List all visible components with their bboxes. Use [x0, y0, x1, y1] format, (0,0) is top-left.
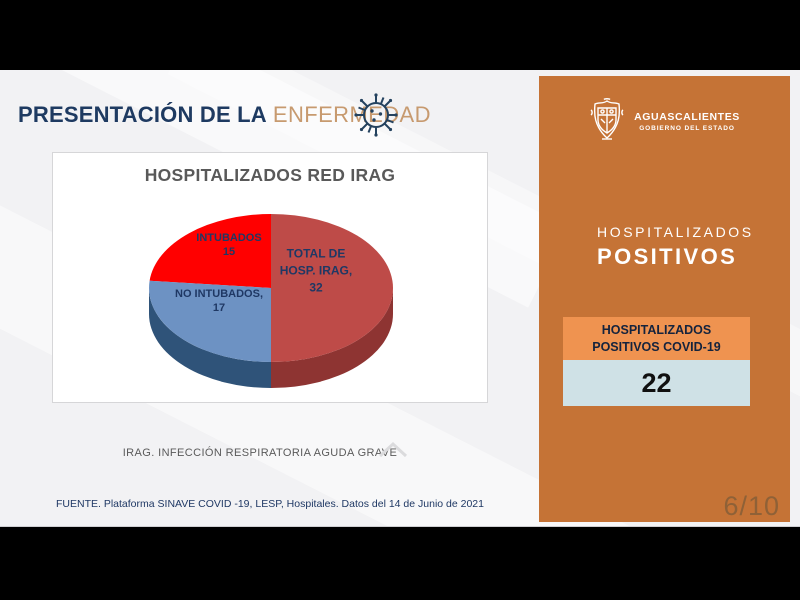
coat-of-arms-icon — [590, 98, 624, 140]
slide-title: PRESENTACIÓN DE LA ENFERMEDAD — [18, 102, 431, 128]
stat-label-line1: HOSPITALIZADOS — [601, 322, 712, 337]
pie-label-line: 32 — [309, 280, 323, 295]
pie-label-line: 15 — [222, 246, 236, 258]
slide-title-prefix: PRESENTACIÓN DE LA — [18, 102, 267, 127]
logo-title: AGUASCALIENTES — [634, 110, 740, 123]
stat-box-label: HOSPITALIZADOS POSITIVOS COVID-19 — [563, 317, 750, 360]
pie-slice-total-hosp-irag — [271, 214, 393, 362]
pie-side-no-intubados — [149, 288, 271, 388]
sidebar-panel: AGUASCALIENTES GOBIERNO DEL ESTADO HOSPI… — [539, 76, 790, 522]
pie-label-line: NO INTUBADOS, — [175, 288, 263, 300]
stat-label-line2: POSITIVOS COVID-19 — [592, 339, 721, 354]
page-indicator: 6/10 — [723, 491, 780, 521]
pie-chart — [149, 214, 393, 388]
pie-slice-no-intubados — [149, 280, 271, 362]
pie-label-line: HOSP. IRAG, — [279, 263, 353, 278]
panel-heading: HOSPITALIZADOS POSITIVOS — [597, 224, 754, 270]
irag-footnote: IRAG. INFECCIÓN RESPIRATORIA AGUDA GRAVE — [122, 447, 398, 459]
government-logo: AGUASCALIENTES GOBIERNO DEL ESTADO — [539, 98, 790, 144]
presentation-slide: PRESENTACIÓN DE LA ENFERMEDAD HOSPITA — [0, 70, 800, 527]
chevron-up-icon[interactable] — [378, 441, 408, 459]
panel-heading-line1: HOSPITALIZADOS — [597, 224, 754, 240]
pie-slice-intubados — [149, 214, 271, 288]
pie-label-line: TOTAL DE — [286, 246, 346, 261]
pie-side-total — [271, 288, 393, 388]
pie-label-line: 17 — [212, 302, 226, 314]
pie-label-intubados: INTUBADOS 15 — [196, 231, 261, 259]
panel-heading-line2: POSITIVOS — [597, 244, 738, 269]
logo-text: AGUASCALIENTES GOBIERNO DEL ESTADO — [634, 111, 740, 132]
virus-icon — [354, 93, 398, 137]
logo-subtitle: GOBIERNO DEL ESTADO — [639, 124, 735, 132]
chart-title: HOSPITALIZADOS RED IRAG — [144, 165, 396, 185]
pie-label-no-intubados: NO INTUBADOS, 17 — [175, 287, 263, 315]
stat-box-value: 22 — [563, 360, 750, 406]
chart-card: HOSPITALIZADOS RED IRAG INTUBADOS 15 TOT… — [52, 152, 488, 403]
slide-title-highlight: ENFERMEDAD — [272, 102, 431, 127]
source-text: FUENTE. Plataforma SINAVE COVID -19, LES… — [56, 498, 484, 510]
pie-label-total-hosp-irag: TOTAL DE HOSP. IRAG, 32 — [280, 246, 352, 297]
stat-box: HOSPITALIZADOS POSITIVOS COVID-19 22 — [563, 317, 750, 406]
pie-label-line: INTUBADOS — [196, 232, 262, 244]
